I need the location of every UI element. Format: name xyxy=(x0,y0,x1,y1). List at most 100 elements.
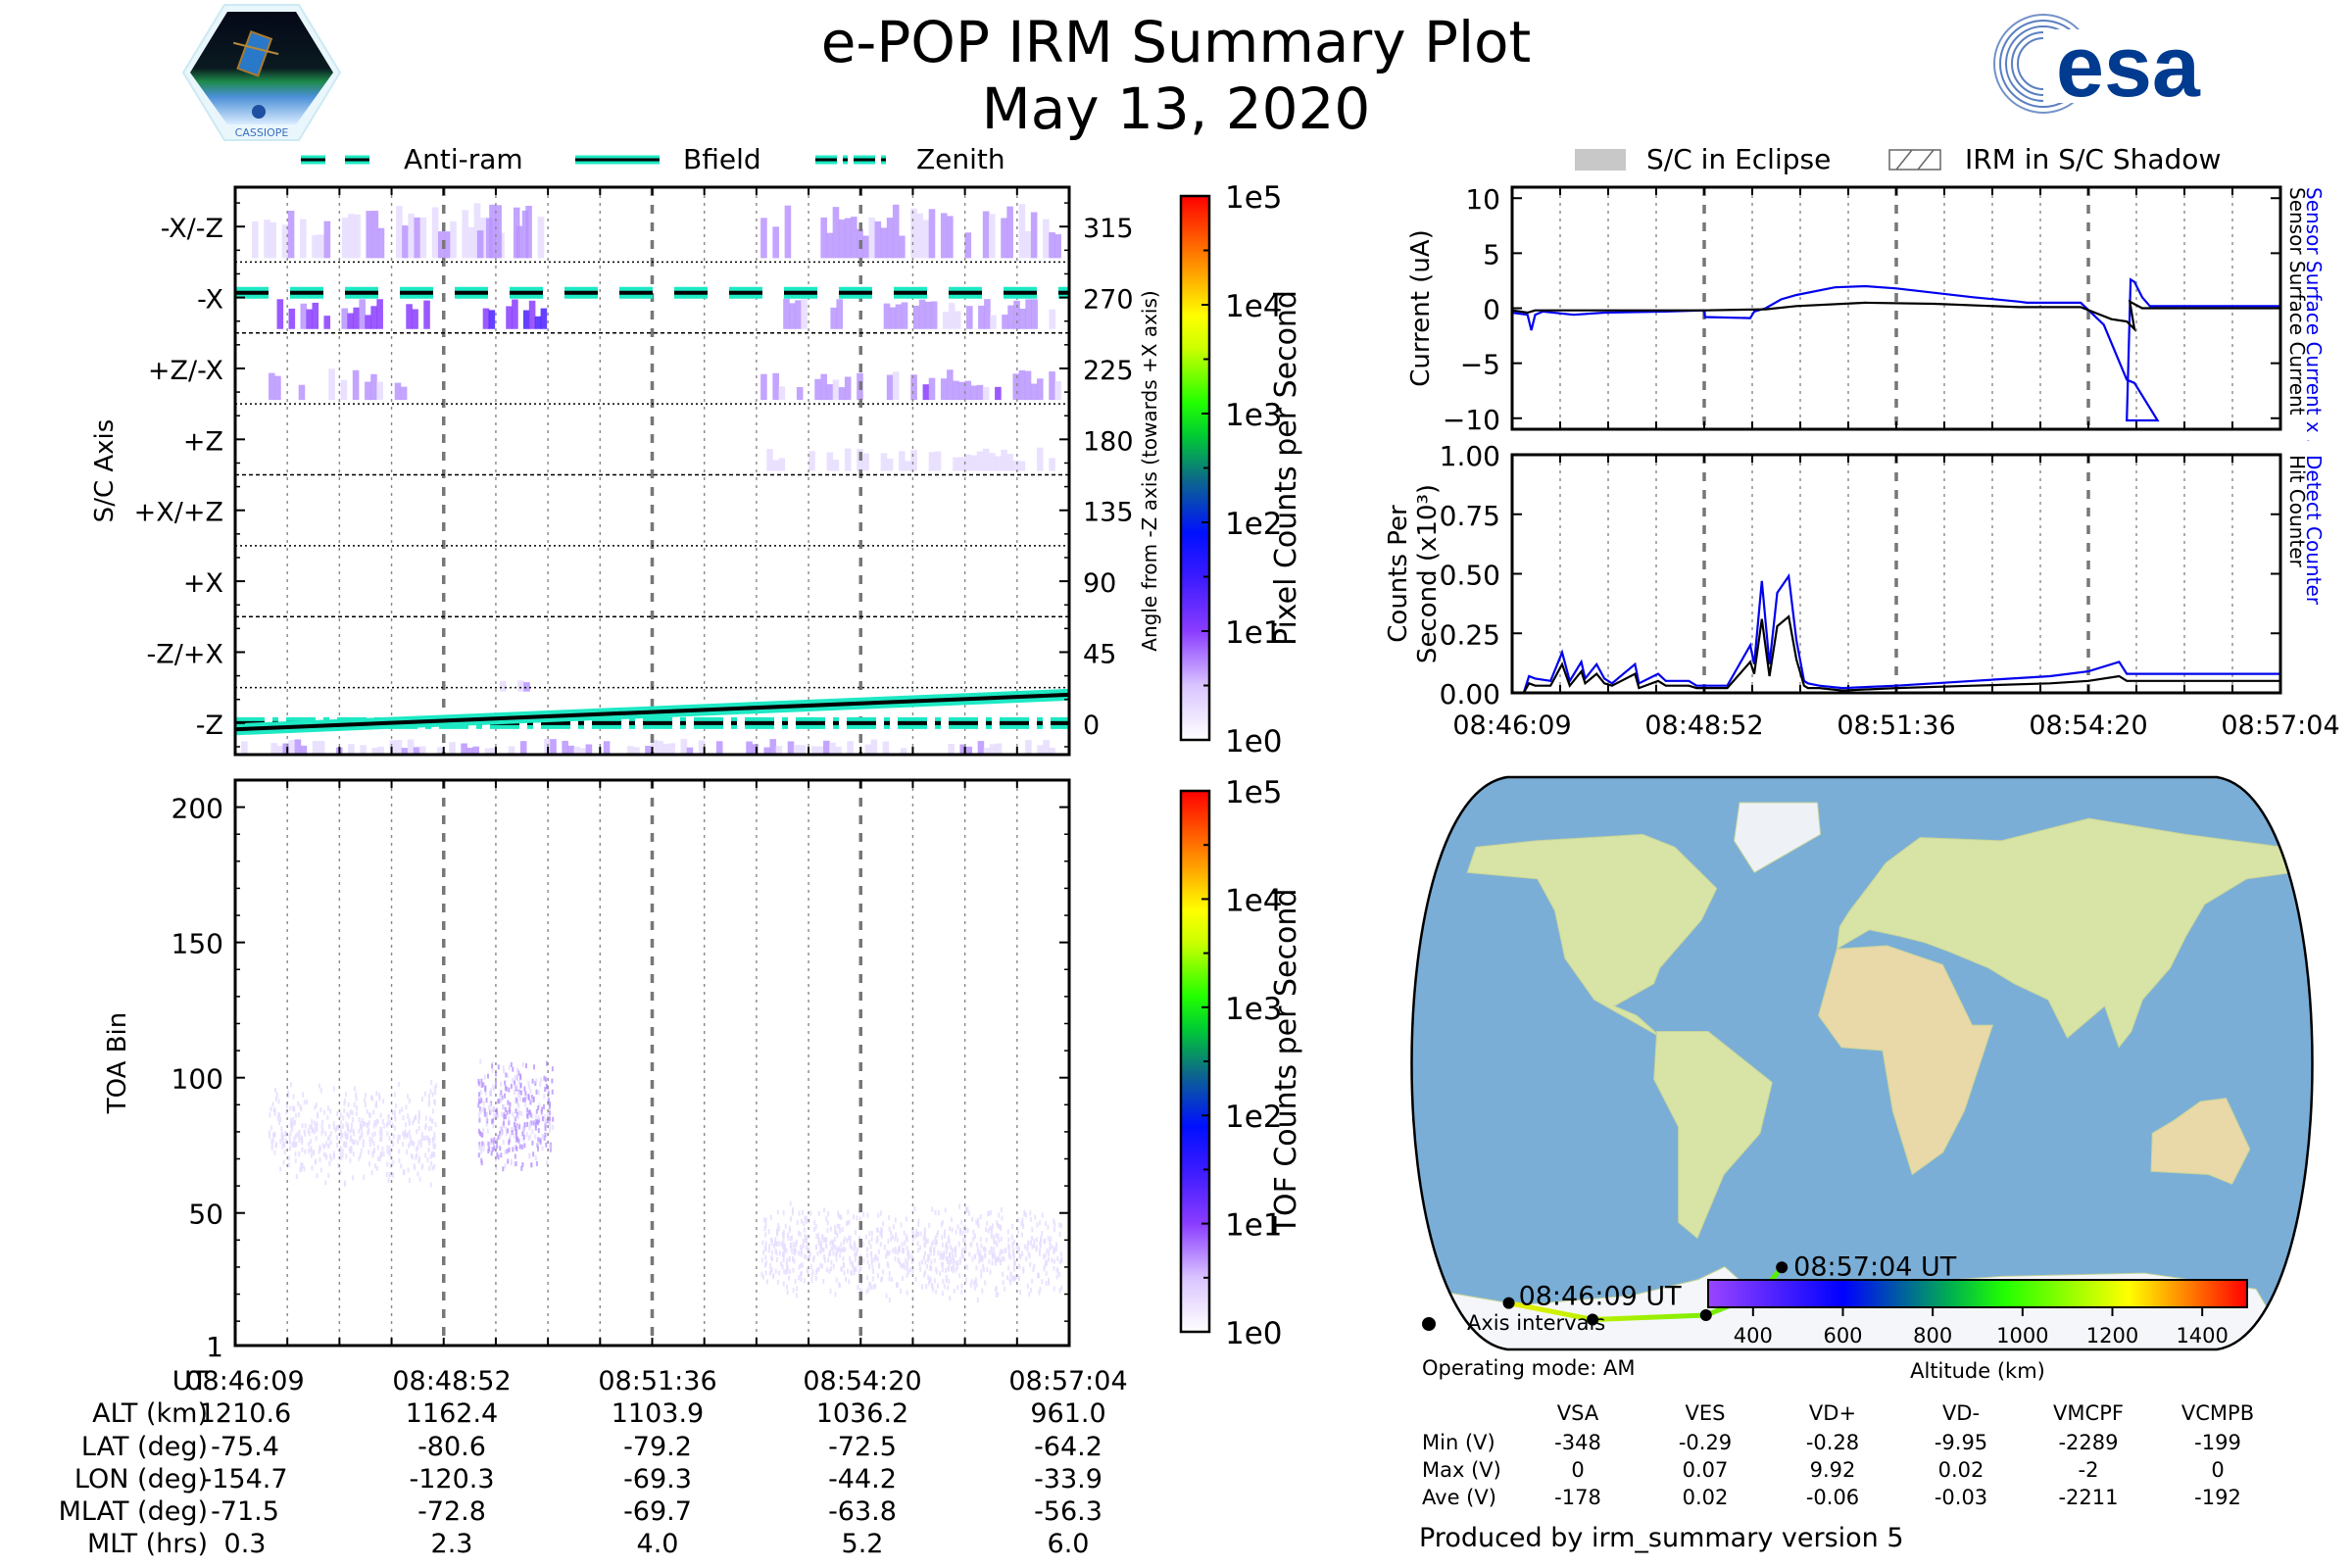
toa-cell xyxy=(529,1100,532,1105)
toa-cell xyxy=(874,1283,877,1289)
voltage-row-label: Ave (V) xyxy=(1422,1486,1496,1509)
toa-cell xyxy=(515,1084,518,1090)
toa-cell xyxy=(769,1238,772,1244)
toa-cell xyxy=(849,1259,852,1265)
toa-cell xyxy=(989,1269,992,1275)
toa-cell xyxy=(386,1145,389,1151)
toa-cell xyxy=(536,1120,539,1126)
toa-cell xyxy=(894,1249,897,1254)
toa-cell xyxy=(763,1226,766,1232)
toa-cell xyxy=(874,1253,877,1259)
toa-cell xyxy=(900,1262,903,1268)
toa-cell xyxy=(839,1214,842,1220)
toa-cell xyxy=(870,1259,873,1265)
toa-cell xyxy=(324,1131,327,1137)
heatmap-activity-region xyxy=(276,299,430,329)
heatmap-cell xyxy=(525,205,532,259)
toa-cell xyxy=(408,1098,411,1103)
toa-cell xyxy=(995,1257,998,1263)
heatmap-cell xyxy=(406,304,413,329)
toa-cell xyxy=(495,1109,498,1115)
toa-cell xyxy=(407,1113,410,1119)
heatmap-cell xyxy=(746,741,753,755)
heatmap-cell xyxy=(847,741,854,755)
toa-cell xyxy=(343,1142,346,1148)
toa-cell xyxy=(367,1130,369,1136)
toa-cell xyxy=(304,1123,307,1129)
toa-cell xyxy=(872,1268,875,1274)
toa-cell xyxy=(360,1148,363,1153)
toa-cell xyxy=(519,1082,522,1088)
toa-cell xyxy=(526,1121,529,1127)
heatmap-cell xyxy=(1030,383,1038,401)
toa-cell xyxy=(385,1172,388,1178)
toa-cell xyxy=(526,1113,529,1119)
toa-cell xyxy=(894,1256,897,1262)
heatmap-cell xyxy=(519,741,527,755)
toa-cell xyxy=(427,1102,430,1107)
toa-cell xyxy=(321,1119,324,1125)
toa-cell xyxy=(477,1152,480,1158)
time-cell: 1103.9 xyxy=(611,1398,705,1429)
heatmap-cell xyxy=(312,302,319,329)
toa-cell xyxy=(303,1166,306,1172)
toa-cell xyxy=(310,1146,313,1152)
toa-cell xyxy=(990,1234,993,1240)
heatmap-cell xyxy=(418,746,426,755)
toa-cell xyxy=(407,1094,410,1100)
toa-cell xyxy=(497,1154,500,1160)
time-cell: 1162.4 xyxy=(405,1398,499,1429)
toa-cell xyxy=(287,1092,290,1098)
toa-cell xyxy=(885,1253,888,1259)
toa-cell xyxy=(829,1240,832,1246)
heatmap-cell xyxy=(241,741,248,755)
heatmap-cell xyxy=(772,460,779,471)
heatmap-cell xyxy=(484,748,492,755)
toa-cell xyxy=(526,1107,529,1113)
toa-cell xyxy=(531,1129,534,1135)
toa-cell xyxy=(886,1250,889,1256)
pixel-counts-chart: -X/-Z 315-X 270+Z/-X 225+Z 180+X/+Z 135+X 90-Z… xyxy=(90,180,1303,760)
toa-cell xyxy=(900,1288,903,1294)
heatmap-cell xyxy=(823,740,830,755)
toa-cell xyxy=(943,1233,946,1239)
toa-cell xyxy=(541,1134,544,1140)
toa-cell xyxy=(925,1284,928,1290)
toa-cell xyxy=(786,1284,789,1290)
toa-cell xyxy=(996,1220,999,1226)
toa-cell xyxy=(288,1146,291,1152)
toa-cell xyxy=(856,1247,858,1252)
toa-cell xyxy=(362,1143,365,1149)
toa-cell xyxy=(776,1231,779,1237)
toa-cell xyxy=(989,1225,992,1231)
toa-cell xyxy=(817,1240,820,1246)
heatmap-cell xyxy=(402,225,409,259)
toa-cell xyxy=(292,1094,295,1100)
toa-cell xyxy=(769,1214,772,1220)
toa-cell xyxy=(297,1111,300,1117)
toa-cell xyxy=(947,1266,950,1272)
heatmap-cell xyxy=(844,218,852,259)
toa-cell xyxy=(994,1287,997,1293)
toa-cell xyxy=(947,1255,950,1261)
toa-cell xyxy=(315,1102,318,1108)
toa-cell xyxy=(544,1087,547,1093)
heatmap-cell xyxy=(832,207,840,259)
toa-cell xyxy=(979,1250,982,1255)
toa-cell xyxy=(843,1236,846,1242)
esa-wordmark: esa xyxy=(2056,18,2201,115)
toa-cell xyxy=(506,1109,509,1115)
toa-cell xyxy=(418,1155,421,1161)
toa-cell xyxy=(926,1238,929,1244)
toa-cell xyxy=(420,1097,423,1102)
toa-cell xyxy=(429,1153,432,1159)
toa-cell xyxy=(866,1212,869,1218)
toa-cell xyxy=(764,1254,767,1260)
toa-cell xyxy=(782,1237,785,1243)
toa-cell xyxy=(502,1068,505,1074)
time-cell: -56.3 xyxy=(1034,1496,1102,1527)
heatmap-cell xyxy=(585,744,593,755)
toa-cell xyxy=(376,1145,379,1151)
angle-tick-label: 90 xyxy=(1083,568,1116,599)
toa-cell xyxy=(480,1098,483,1103)
